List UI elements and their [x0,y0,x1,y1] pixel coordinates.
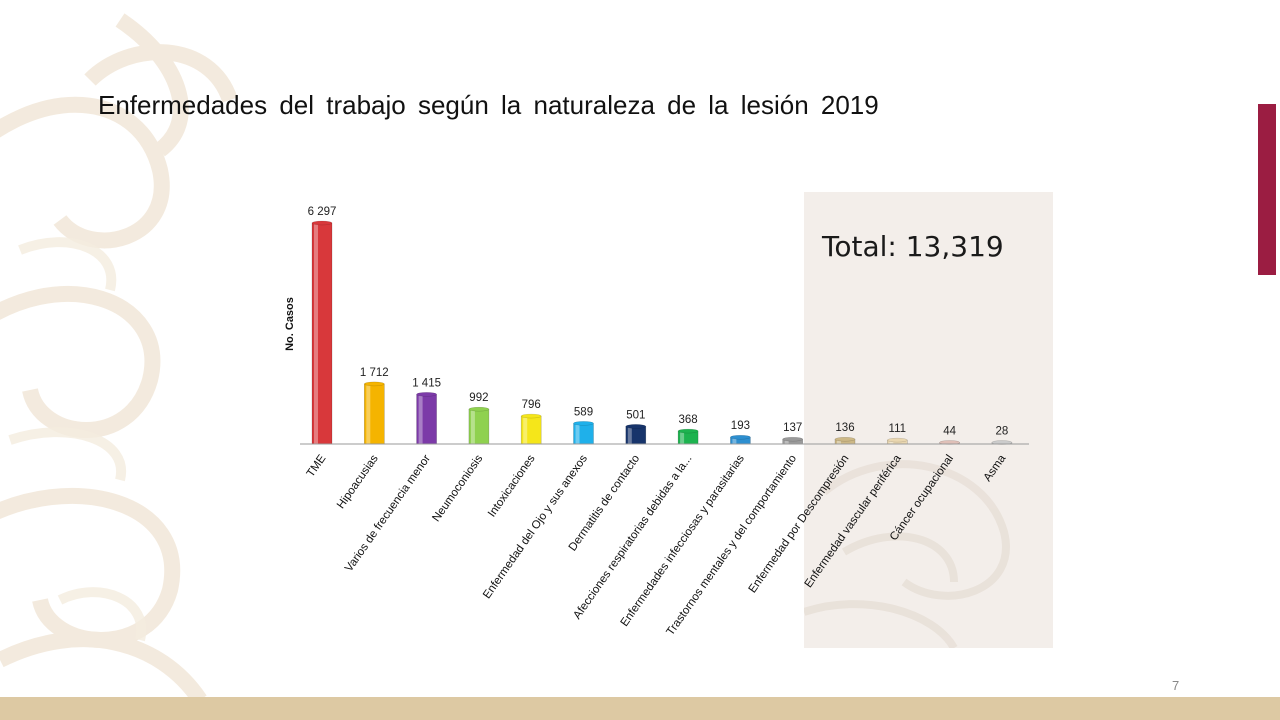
data-label: 111 [889,423,906,435]
bar-highlight [680,431,685,444]
bar-cap [677,428,699,434]
bar-cap [364,381,385,387]
bar-highlight [575,423,580,444]
data-label: 6 297 [308,206,337,218]
data-label: 1 712 [360,367,389,379]
total-value: 13,319 [905,230,1004,263]
bar-highlight [470,409,475,444]
total-panel-watermark [804,460,1010,648]
category-label: Varios de frecuencia menor [343,453,433,575]
category-label: Enfermedad por Descompresión [747,453,852,596]
bar-highlight [523,416,528,444]
y-axis-label: No. Casos [284,297,296,351]
bottom-band [0,697,1280,720]
data-label: 992 [469,392,488,404]
data-label: 136 [835,422,854,434]
data-label: 796 [522,399,541,411]
data-label: 44 [943,425,956,437]
category-label: Hipoacusias [335,453,381,511]
bar-cap [520,413,542,419]
total-summary: Total: 13,319 [822,230,1004,263]
data-label: 193 [731,420,750,432]
category-label: Enfermedad del Ojo y sus anexos [481,453,590,601]
category-label: Enfermedad vascular periférica [803,452,904,590]
bar-highlight [732,437,737,444]
category-label: Afecciones respiratorias debidas a la... [571,453,694,622]
bar-highlight [627,426,632,444]
page-title: Enfermedades del trabajo según la natura… [98,90,879,120]
bar-cap [311,220,333,226]
accent-bar [1258,104,1276,275]
bar-cap [782,436,803,442]
category-label: Asma [982,452,1009,483]
data-label: 1 415 [412,377,441,389]
bar-cap [625,424,647,429]
data-label: 368 [679,414,698,426]
bar-highlight [837,439,841,444]
page-number: 7 [1172,678,1180,693]
bar-cap [887,437,908,443]
data-label: 137 [783,422,802,434]
bar-highlight [366,383,371,444]
bar-cap [573,421,594,426]
bar-highlight [418,394,423,444]
data-label: 28 [996,426,1009,438]
bar-chart: No. Casos 6 297 TME 1 712 Hipoacusias 1 415 Va… [284,206,1029,638]
bar-highlight [314,223,318,444]
data-label: 501 [626,409,645,421]
bar-highlight [784,439,789,444]
total-panel [804,192,1053,648]
bar-cap [730,434,751,440]
category-label: TME [305,453,329,480]
data-label: 589 [574,406,593,418]
bar-highlight [889,440,894,444]
bar-cap [468,406,490,412]
category-label: Intoxicaciones [486,453,538,520]
total-label: Total: [822,230,897,263]
category-label: Neumoconiosis [430,453,485,524]
bar-cap [834,436,856,442]
bar-cap [416,392,437,397]
